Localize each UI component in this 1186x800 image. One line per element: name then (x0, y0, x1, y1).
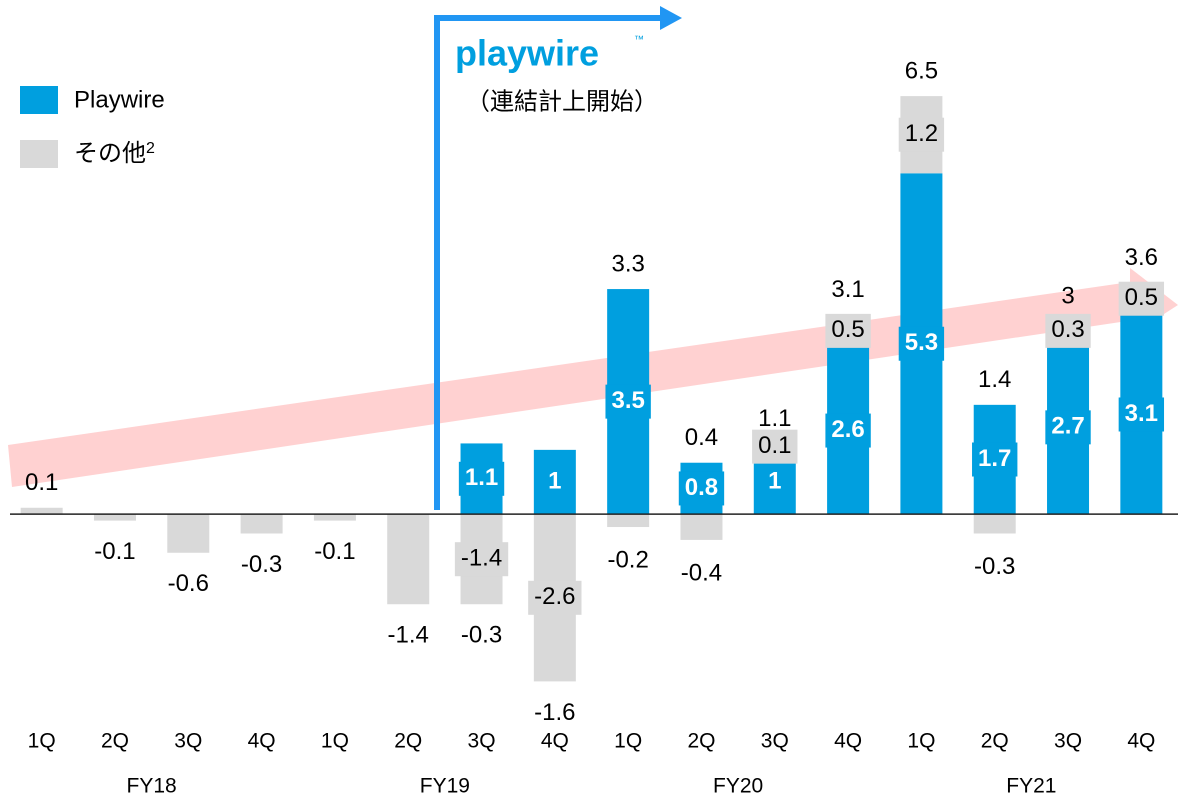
data-label-bg (528, 580, 582, 615)
data-label-bg (454, 542, 509, 577)
bar-segment (240, 514, 283, 534)
total-label: 3.3 (611, 250, 644, 277)
total-label: -0.3 (241, 551, 282, 578)
data-label-bg (1118, 397, 1165, 432)
x-tick-label: 2Q (101, 730, 129, 753)
x-tick-label: 3Q (468, 730, 496, 753)
total-label: -1.4 (388, 622, 429, 649)
legend-text: その他 (74, 140, 146, 167)
data-label: -0.4 (681, 559, 722, 586)
x-tick-label: 1Q (907, 730, 935, 753)
x-tick-label: 1Q (321, 730, 349, 753)
total-label: -0.3 (461, 622, 502, 649)
data-label-bg (752, 429, 798, 464)
data-label-bg (898, 326, 945, 361)
data-label: 1.1 (465, 464, 498, 491)
bar-segment (607, 514, 650, 528)
data-label: -2.6 (534, 583, 575, 610)
total-label: -0.1 (314, 538, 355, 565)
bar-segment (20, 507, 63, 515)
legend-note: 2 (146, 140, 155, 157)
data-label: -0.3 (974, 553, 1015, 580)
bar-segment (680, 514, 723, 540)
data-label: -1.4 (461, 545, 502, 572)
annotation-arrowhead (660, 6, 682, 30)
start-annotation: playwire ™ （連結計上開始） (434, 6, 682, 510)
x-tick-label: 4Q (248, 730, 276, 753)
data-label: 1.2 (905, 120, 938, 147)
data-label: 2.6 (831, 416, 864, 443)
data-label: 3.5 (611, 387, 644, 414)
trend-arrow-shape (8, 268, 1178, 487)
total-label: -0.1 (94, 538, 135, 565)
data-label-bg (825, 313, 871, 348)
total-label: 0.1 (25, 469, 58, 496)
legend: Playwire その他2 (20, 86, 165, 168)
data-label-bg (678, 471, 725, 506)
total-label: 1.4 (978, 366, 1011, 393)
data-label-bg (458, 461, 505, 496)
data-label-bg (1045, 313, 1091, 348)
x-tick-label: 4Q (541, 730, 569, 753)
legend-swatch (20, 140, 58, 168)
x-tick-label: 1Q (614, 730, 642, 753)
data-label-bg (825, 413, 871, 448)
data-label-bg (898, 117, 945, 152)
data-label: 5.3 (905, 329, 938, 356)
data-label-bg (605, 384, 651, 419)
x-tick-label: 2Q (687, 730, 715, 753)
x-tick-label: 2Q (394, 730, 422, 753)
legend-swatch (20, 86, 58, 114)
data-label-bg (1045, 410, 1091, 445)
data-label: 0.8 (685, 474, 718, 501)
legend-label: その他2 (74, 140, 155, 167)
total-label: 3.6 (1125, 244, 1158, 271)
bar-segment (313, 514, 356, 521)
total-label: 0.4 (685, 424, 718, 451)
bar-segment (973, 514, 1016, 534)
data-label: 1 (548, 467, 561, 494)
group-label: FY20 (713, 775, 763, 798)
x-tick-label: 2Q (981, 730, 1009, 753)
x-tick-label: 4Q (1127, 730, 1155, 753)
x-tick-label: 1Q (28, 730, 56, 753)
data-label: 0.1 (758, 432, 791, 459)
total-label: 1.1 (758, 405, 791, 432)
x-tick-label: 3Q (761, 730, 789, 753)
data-label-bg (762, 465, 788, 500)
data-label: 0.3 (1051, 316, 1084, 343)
total-label: 3 (1061, 283, 1074, 310)
data-label: 0.5 (1125, 284, 1158, 311)
total-label: -0.6 (168, 570, 209, 597)
data-label-bg (542, 465, 568, 500)
bar-segment (93, 514, 136, 521)
annotation-logo: playwire (455, 33, 599, 74)
data-label: 1 (768, 467, 781, 494)
total-label: -1.6 (534, 699, 575, 726)
group-label: FY18 (127, 775, 177, 798)
x-tick-label: 3Q (1054, 730, 1082, 753)
total-label: 6.5 (905, 57, 938, 84)
data-label: 2.7 (1051, 413, 1084, 440)
data-label-bg (1118, 281, 1165, 316)
trend-arrow (8, 268, 1178, 487)
annotation-logo-mark: ™ (634, 35, 644, 46)
data-label: -0.2 (607, 546, 648, 573)
data-label: 1.7 (978, 445, 1011, 472)
x-tick-label: 3Q (174, 730, 202, 753)
data-label: 3.1 (1125, 400, 1158, 427)
data-label: 0.5 (831, 316, 864, 343)
data-label-bg (972, 442, 1018, 477)
total-label: 3.1 (831, 276, 864, 303)
annotation-text: （連結計上開始） (466, 88, 658, 115)
bar-segment (387, 514, 430, 605)
group-label: FY21 (1006, 775, 1056, 798)
annotation-arrow (434, 15, 662, 510)
x-tick-label: 4Q (834, 730, 862, 753)
group-label: FY19 (420, 775, 470, 798)
bar-segment (167, 514, 210, 553)
legend-label: Playwire (74, 86, 165, 113)
